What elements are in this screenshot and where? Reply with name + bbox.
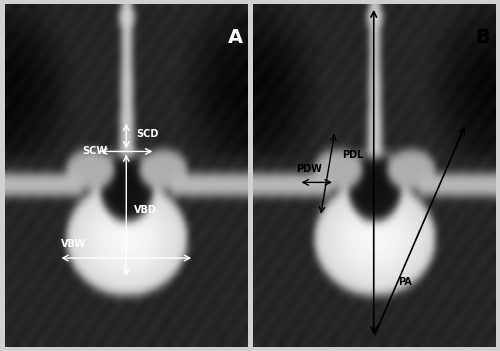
- Text: SCW: SCW: [82, 146, 108, 157]
- Text: PDW: PDW: [296, 164, 322, 174]
- Text: SCD: SCD: [136, 129, 158, 139]
- Text: PDL: PDL: [342, 150, 363, 160]
- Text: VBW: VBW: [61, 239, 86, 249]
- Text: A: A: [228, 28, 243, 47]
- Text: VBD: VBD: [134, 205, 156, 215]
- Text: PA: PA: [398, 277, 412, 287]
- Text: B: B: [476, 28, 490, 47]
